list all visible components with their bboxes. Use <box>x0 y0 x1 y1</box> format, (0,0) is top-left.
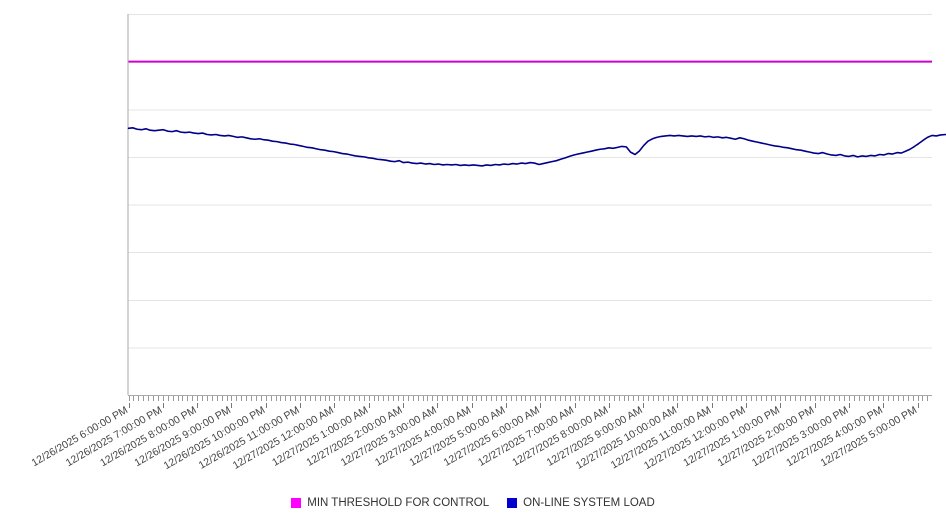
legend-label: ON-LINE SYSTEM LOAD <box>523 497 655 509</box>
minor-tick-group <box>129 396 928 401</box>
legend-swatch-icon <box>507 498 518 508</box>
legend-label: MIN THRESHOLD FOR CONTROL <box>307 497 490 509</box>
axis-group <box>127 14 932 396</box>
chart-legend: MIN THRESHOLD FOR CONTROL ON-LINE SYSTEM … <box>0 497 946 509</box>
major-tick-group <box>129 403 919 408</box>
legend-item[interactable]: ON-LINE SYSTEM LOAD <box>507 497 655 509</box>
legend-item[interactable]: MIN THRESHOLD FOR CONTROL <box>291 497 489 509</box>
on-line-system-load-line <box>127 127 946 167</box>
legend-swatch-icon <box>291 498 302 508</box>
series-on-line-system-load <box>127 127 946 167</box>
